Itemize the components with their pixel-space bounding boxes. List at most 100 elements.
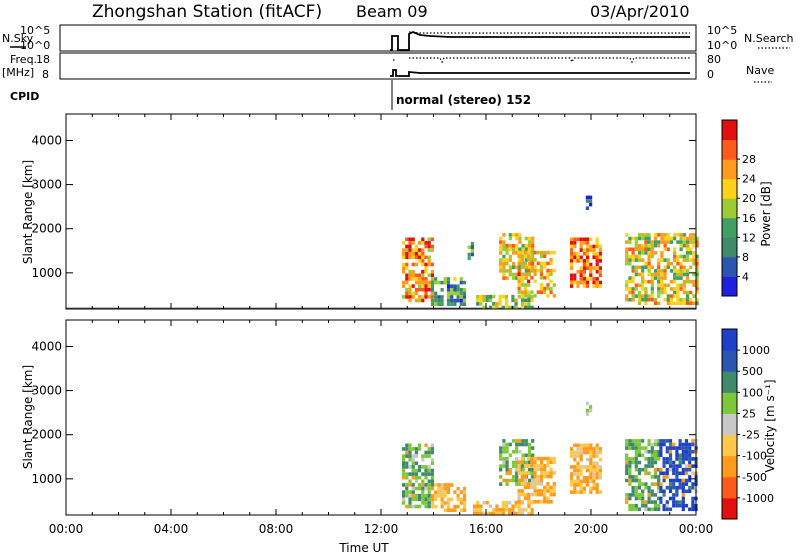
echo-cell (427, 248, 431, 252)
echo-cell (434, 494, 438, 498)
echo-cell (536, 500, 540, 504)
echo-cell (402, 280, 406, 285)
echo-cell (678, 500, 682, 504)
echo-cell (470, 252, 474, 257)
echo-cell (511, 276, 516, 280)
echo-cell (520, 500, 524, 504)
echo-cell (492, 294, 496, 299)
echo-cell (634, 496, 638, 501)
echo-cell (628, 460, 632, 465)
echo-cell (453, 302, 457, 306)
echo-cell (536, 489, 540, 493)
echo-cell (456, 298, 460, 303)
echo-cell (427, 490, 431, 494)
echo-cell (659, 482, 663, 486)
echo-cell (570, 241, 574, 245)
echo-cell (579, 277, 583, 281)
echo-cell (424, 280, 428, 285)
echo-cell (524, 247, 528, 252)
echo-cell (527, 258, 531, 262)
echo-cell (514, 305, 518, 310)
echo-cell (430, 280, 435, 285)
echo-cell (549, 261, 553, 266)
cpid-text: normal (stereo) 152 (396, 93, 531, 107)
echo-cell (678, 439, 682, 443)
echo-cell (459, 298, 463, 303)
echo-cell (518, 442, 522, 447)
echo-cell (653, 251, 658, 255)
echo-cell (684, 467, 689, 472)
echo-cell (650, 475, 654, 479)
echo-cell (665, 507, 669, 512)
echo-cell (462, 508, 467, 512)
echo-cell (456, 486, 460, 491)
echo-cell (531, 254, 535, 259)
echo-cell (650, 457, 654, 461)
echo-cell (647, 261, 651, 266)
echo-cell (511, 449, 516, 454)
echo-cell (668, 439, 673, 443)
echo-cell (552, 489, 556, 493)
echo-cell (450, 483, 454, 487)
echo-cell (530, 511, 534, 516)
echo-cell (424, 493, 428, 498)
echo-cell (450, 298, 454, 303)
echo-cell (517, 290, 521, 294)
echo-cell (411, 483, 415, 487)
echo-cell (421, 262, 425, 267)
echo-cell (505, 446, 509, 450)
echo-cell (430, 443, 434, 448)
echo-cell (524, 442, 528, 447)
freq-tick-top: 18 (36, 53, 50, 66)
echo-cell (418, 497, 422, 502)
echo-cell (631, 297, 635, 302)
echo-cell (637, 272, 642, 277)
echo-cell (653, 467, 658, 472)
echo-cell (647, 507, 651, 512)
echo-cell (414, 262, 418, 267)
echo-cell (504, 298, 509, 303)
echo-cell (625, 279, 629, 284)
echo-cell (625, 258, 629, 262)
echo-cell (514, 302, 518, 306)
echo-cell (628, 457, 632, 461)
echo-cell (408, 497, 412, 502)
echo-cell (405, 493, 409, 498)
echo-cell (663, 236, 667, 241)
echo-cell (573, 237, 577, 242)
echo-cell (531, 240, 535, 244)
colorbar-swatch (722, 455, 737, 478)
echo-cell (659, 489, 663, 494)
echo-cell (552, 268, 556, 273)
echo-cell (408, 237, 412, 242)
echo-cell (662, 439, 666, 443)
echo-cell (424, 450, 428, 455)
echo-cell (523, 254, 528, 258)
echo-cell (637, 251, 642, 255)
echo-cell (589, 472, 593, 476)
echo-cell (592, 277, 596, 281)
echo-cell (668, 464, 673, 468)
echo-cell (427, 450, 431, 455)
echo-cell (505, 460, 509, 465)
echo-cell (424, 287, 428, 292)
echo-cell (517, 467, 521, 472)
echo-cell (530, 268, 534, 273)
echo-cell (637, 442, 642, 447)
echo-cell (689, 297, 693, 302)
echo-cell (552, 492, 556, 497)
echo-cell (476, 508, 480, 512)
echo-cell (421, 255, 425, 260)
echo-cell (546, 474, 550, 479)
echo-cell (502, 460, 506, 465)
echo-cell (681, 482, 685, 486)
echo-cell (411, 447, 415, 451)
echo-cell (582, 443, 586, 448)
echo-cell (586, 450, 590, 455)
echo-cell (459, 508, 463, 512)
echo-cell (430, 447, 434, 451)
echo-cell (424, 241, 428, 245)
echo-cell (657, 265, 661, 270)
echo-cell (521, 243, 525, 248)
